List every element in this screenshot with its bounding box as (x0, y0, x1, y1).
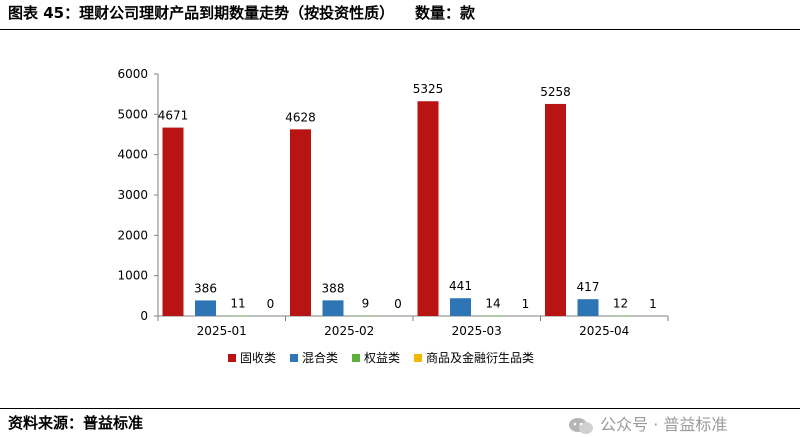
data-label: 9 (362, 297, 370, 311)
chart-title: 图表 45：理财公司理财产品到期数量走势（按投资性质） 数量：款 (8, 2, 475, 24)
legend-swatch (352, 354, 361, 362)
legend-label: 固收类 (240, 351, 277, 365)
y-tick-label: 4000 (117, 148, 148, 162)
y-tick-label: 2000 (117, 228, 148, 242)
x-tick-label: 2025-03 (452, 324, 502, 338)
data-label: 0 (394, 297, 402, 311)
y-tick-label: 0 (140, 309, 148, 323)
watermark-text: 公众号 · 普益标准 (600, 415, 728, 434)
x-tick-label: 2025-04 (579, 324, 629, 338)
data-label: 417 (577, 280, 600, 294)
data-label: 5258 (540, 85, 571, 99)
bar (195, 300, 216, 316)
bar (162, 127, 184, 316)
x-tick-label: 2025-02 (324, 324, 374, 338)
data-label: 14 (485, 296, 500, 310)
legend-swatch (414, 354, 423, 362)
data-label: 0 (267, 297, 275, 311)
legend-item: 商品及金融衍生品类 (414, 350, 534, 366)
data-label: 388 (322, 281, 345, 295)
top-rule (0, 29, 800, 30)
data-label: 11 (230, 297, 245, 311)
data-label: 1 (649, 297, 657, 311)
bar (450, 298, 471, 316)
y-tick-label: 5000 (117, 107, 148, 121)
legend-label: 商品及金融衍生品类 (426, 351, 535, 365)
wechat-icon (569, 417, 594, 434)
y-tick-label: 3000 (117, 188, 148, 202)
data-label: 1 (522, 297, 530, 311)
legend-swatch (290, 354, 299, 362)
legend-label: 权益类 (364, 351, 401, 365)
legend-label: 混合类 (302, 351, 339, 365)
bar (577, 299, 599, 316)
title-text: 图表 45：理财公司理财产品到期数量走势（按投资性质） (8, 4, 395, 22)
bar (417, 101, 439, 316)
bottom-rule (0, 408, 800, 409)
chart-legend: 固收类 混合类 权益类 商品及金融衍生品类 (228, 350, 534, 366)
data-label: 12 (613, 297, 628, 311)
unit-text: 数量：款 (415, 4, 476, 22)
y-tick-label: 6000 (117, 67, 148, 81)
data-label: 4628 (285, 110, 316, 124)
data-label: 4671 (158, 109, 189, 123)
bar (545, 103, 566, 316)
data-label: 5325 (413, 82, 444, 96)
watermark: 公众号 · 普益标准 (558, 392, 727, 436)
legend-swatch (228, 354, 236, 362)
bar (290, 129, 311, 316)
bar (322, 300, 344, 316)
source-note: 资料来源：普益标准 (8, 414, 144, 432)
data-label: 441 (449, 279, 472, 293)
legend-item: 权益类 (352, 350, 400, 366)
bar (482, 315, 504, 316)
legend-item: 混合类 (290, 350, 338, 366)
data-label: 386 (194, 281, 217, 295)
x-tick-label: 2025-01 (197, 324, 247, 338)
y-tick-label: 1000 (117, 269, 148, 283)
legend-item: 固收类 (228, 350, 276, 366)
